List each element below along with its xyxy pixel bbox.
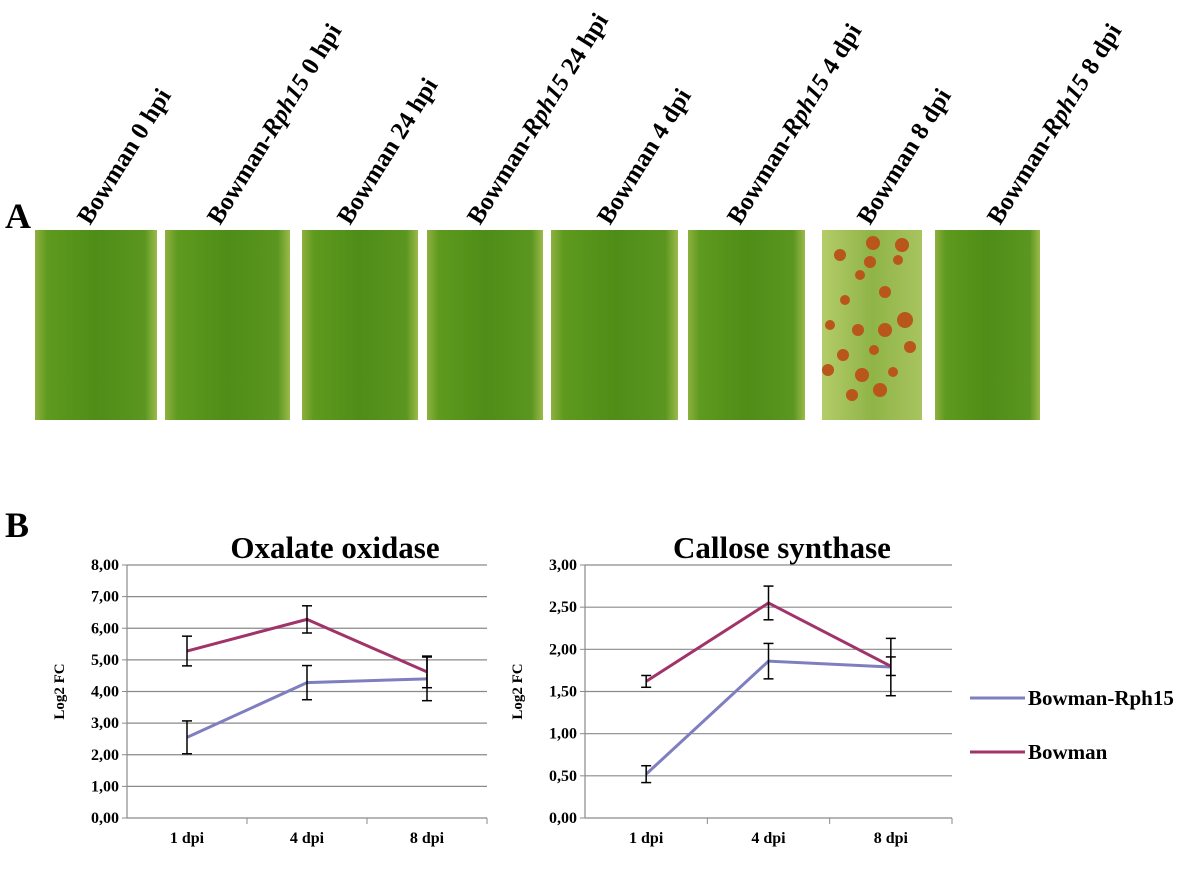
x-tick-label: 4 dpi: [751, 830, 786, 847]
leaf-label-part: Rph15: [1036, 70, 1096, 143]
leaf-photo: [427, 230, 543, 420]
y-tick-label: 8,00: [91, 557, 119, 574]
y-axis-label: Log2 FC: [52, 663, 68, 719]
leaf-label-part: 4 dpi: [813, 19, 868, 84]
leaf-label: Bowman-Rph15 8 dpi: [982, 19, 1127, 229]
error-bar: [182, 720, 192, 755]
y-tick-label: 7,00: [91, 589, 119, 606]
leaf-label-part: Bowman 8 dpi: [852, 84, 957, 229]
leaf-label-part: Bowman 4 dpi: [592, 84, 697, 229]
x-tick-label: 1 dpi: [170, 830, 205, 847]
panel-label: A: [5, 196, 31, 236]
y-tick-label: 1,00: [91, 778, 119, 795]
x-tick-label: 8 dpi: [410, 830, 445, 847]
y-tick-label: 0,00: [91, 810, 119, 827]
leaf-label-part: Bowman-: [202, 128, 279, 229]
leaf-label-part: Rph15: [776, 70, 836, 143]
leaf-photo: [165, 230, 290, 420]
leaf-label-part: 24 hpi: [553, 9, 614, 85]
panel-label: B: [5, 505, 29, 545]
error-bar: [885, 656, 896, 677]
leaf-photo: [302, 230, 418, 420]
leaf-photo: [935, 230, 1040, 420]
y-tick-label: 2,00: [549, 641, 577, 658]
leaf-label-part: Bowman-: [722, 128, 799, 229]
x-tick-label: 8 dpi: [874, 830, 909, 847]
y-tick-label: 5,00: [91, 652, 119, 669]
leaf-label-part: Bowman 24 hpi: [332, 73, 443, 229]
error-bar: [641, 674, 652, 689]
y-axis-label: Log2 FC: [510, 663, 526, 719]
error-bar: [302, 605, 312, 634]
leaf-label: Bowman-Rph15 24 hpi: [462, 9, 614, 230]
leaf-label: Bowman 4 dpi: [592, 84, 697, 229]
x-tick-label: 4 dpi: [290, 830, 325, 847]
y-tick-label: 0,00: [549, 810, 577, 827]
chart-title: Oxalate oxidase: [230, 530, 439, 565]
x-tick-label: 1 dpi: [629, 830, 664, 847]
leaf-label-part: Bowman-: [462, 128, 539, 229]
legend-label: Bowman-Rph15: [1028, 686, 1174, 710]
error-bar: [182, 635, 192, 667]
leaf-label: Bowman 8 dpi: [852, 84, 957, 229]
chart-title: Callose synthase: [673, 530, 891, 565]
leaf-label-part: Bowman-: [982, 128, 1059, 229]
leaf-label-part: Rph15: [516, 70, 576, 143]
leaf-label-part: 8 dpi: [1073, 19, 1128, 84]
rust-pustules: [822, 236, 916, 401]
y-tick-label: 3,00: [91, 715, 119, 732]
error-bar: [422, 655, 432, 689]
y-tick-label: 2,50: [549, 599, 577, 616]
leaf-photo: [35, 230, 157, 420]
leaf-label: Bowman 0 hpi: [72, 84, 177, 229]
leaves: [35, 230, 1040, 420]
leaf-photo: [551, 230, 678, 420]
leaf-label: Bowman-Rph15 4 dpi: [722, 19, 867, 229]
error-bar: [302, 664, 312, 701]
y-tick-label: 6,00: [91, 620, 119, 637]
leaf-label: Bowman 24 hpi: [332, 73, 443, 229]
y-tick-label: 1,00: [549, 726, 577, 743]
leaf-label: Bowman-Rph15 0 hpi: [202, 19, 347, 229]
leaf-label-part: 0 hpi: [293, 19, 348, 84]
y-tick-label: 4,00: [91, 684, 119, 701]
leaf-label-part: Rph15: [256, 70, 316, 143]
error-bar: [763, 642, 774, 680]
y-tick-label: 0,50: [549, 768, 577, 785]
y-tick-label: 3,00: [549, 557, 577, 574]
error-bar: [641, 764, 652, 784]
error-bar: [763, 585, 774, 621]
leaf-label-part: Bowman 0 hpi: [72, 84, 177, 229]
y-tick-label: 2,00: [91, 747, 119, 764]
leaf-photo: [688, 230, 805, 420]
y-tick-label: 1,50: [549, 684, 577, 701]
legend-label: Bowman: [1028, 740, 1108, 764]
